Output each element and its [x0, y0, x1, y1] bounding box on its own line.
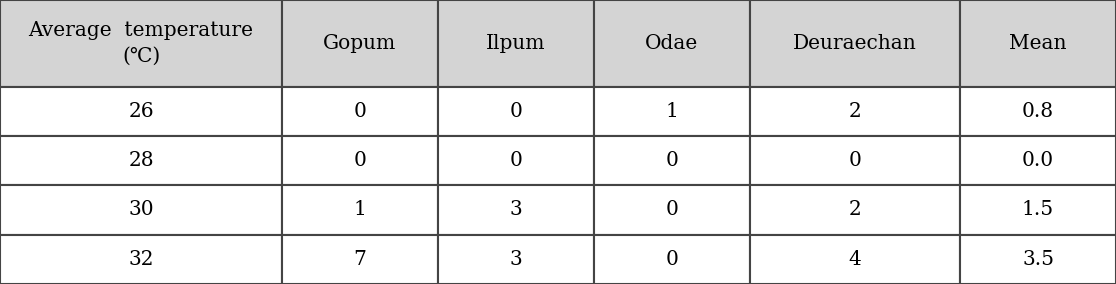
- Bar: [750, 136, 960, 185]
- Text: Deuraechan: Deuraechan: [793, 34, 917, 53]
- Bar: [750, 87, 960, 136]
- Text: 0: 0: [354, 102, 366, 121]
- Text: 0: 0: [510, 151, 522, 170]
- Text: 0: 0: [665, 151, 679, 170]
- Text: 0.8: 0.8: [1022, 102, 1055, 121]
- Bar: [437, 0, 594, 87]
- Bar: [0, 0, 282, 87]
- Bar: [750, 0, 960, 87]
- Text: 1: 1: [354, 201, 366, 220]
- Bar: [594, 87, 750, 136]
- Bar: [437, 87, 594, 136]
- Bar: [594, 235, 750, 284]
- Text: 2: 2: [848, 201, 862, 220]
- Text: 0.0: 0.0: [1022, 151, 1055, 170]
- Text: Ilpum: Ilpum: [487, 34, 546, 53]
- Text: 7: 7: [354, 250, 366, 269]
- Text: Gopum: Gopum: [324, 34, 396, 53]
- Text: 0: 0: [510, 102, 522, 121]
- Bar: [960, 87, 1116, 136]
- Bar: [960, 0, 1116, 87]
- Text: 0: 0: [848, 151, 862, 170]
- Bar: [594, 136, 750, 185]
- Bar: [960, 235, 1116, 284]
- Bar: [0, 136, 282, 185]
- Text: 1: 1: [665, 102, 679, 121]
- Text: 4: 4: [848, 250, 862, 269]
- Text: 32: 32: [128, 250, 154, 269]
- Text: Mean: Mean: [1009, 34, 1067, 53]
- Bar: [960, 136, 1116, 185]
- Bar: [437, 136, 594, 185]
- Text: 3: 3: [510, 250, 522, 269]
- Text: 2: 2: [848, 102, 862, 121]
- Bar: [282, 185, 437, 235]
- Text: 3: 3: [510, 201, 522, 220]
- Text: 0: 0: [665, 250, 679, 269]
- Bar: [750, 185, 960, 235]
- Bar: [960, 185, 1116, 235]
- Text: 3.5: 3.5: [1022, 250, 1054, 269]
- Bar: [282, 87, 437, 136]
- Text: 0: 0: [665, 201, 679, 220]
- Bar: [437, 185, 594, 235]
- Bar: [594, 0, 750, 87]
- Text: 28: 28: [128, 151, 154, 170]
- Bar: [0, 235, 282, 284]
- Text: 1.5: 1.5: [1022, 201, 1055, 220]
- Text: Odae: Odae: [645, 34, 699, 53]
- Text: 30: 30: [128, 201, 154, 220]
- Text: 26: 26: [128, 102, 154, 121]
- Bar: [594, 185, 750, 235]
- Bar: [0, 87, 282, 136]
- Text: 0: 0: [354, 151, 366, 170]
- Bar: [750, 235, 960, 284]
- Text: Average  temperature
(℃): Average temperature (℃): [29, 21, 253, 65]
- Bar: [282, 136, 437, 185]
- Bar: [0, 185, 282, 235]
- Bar: [282, 0, 437, 87]
- Bar: [437, 235, 594, 284]
- Bar: [282, 235, 437, 284]
